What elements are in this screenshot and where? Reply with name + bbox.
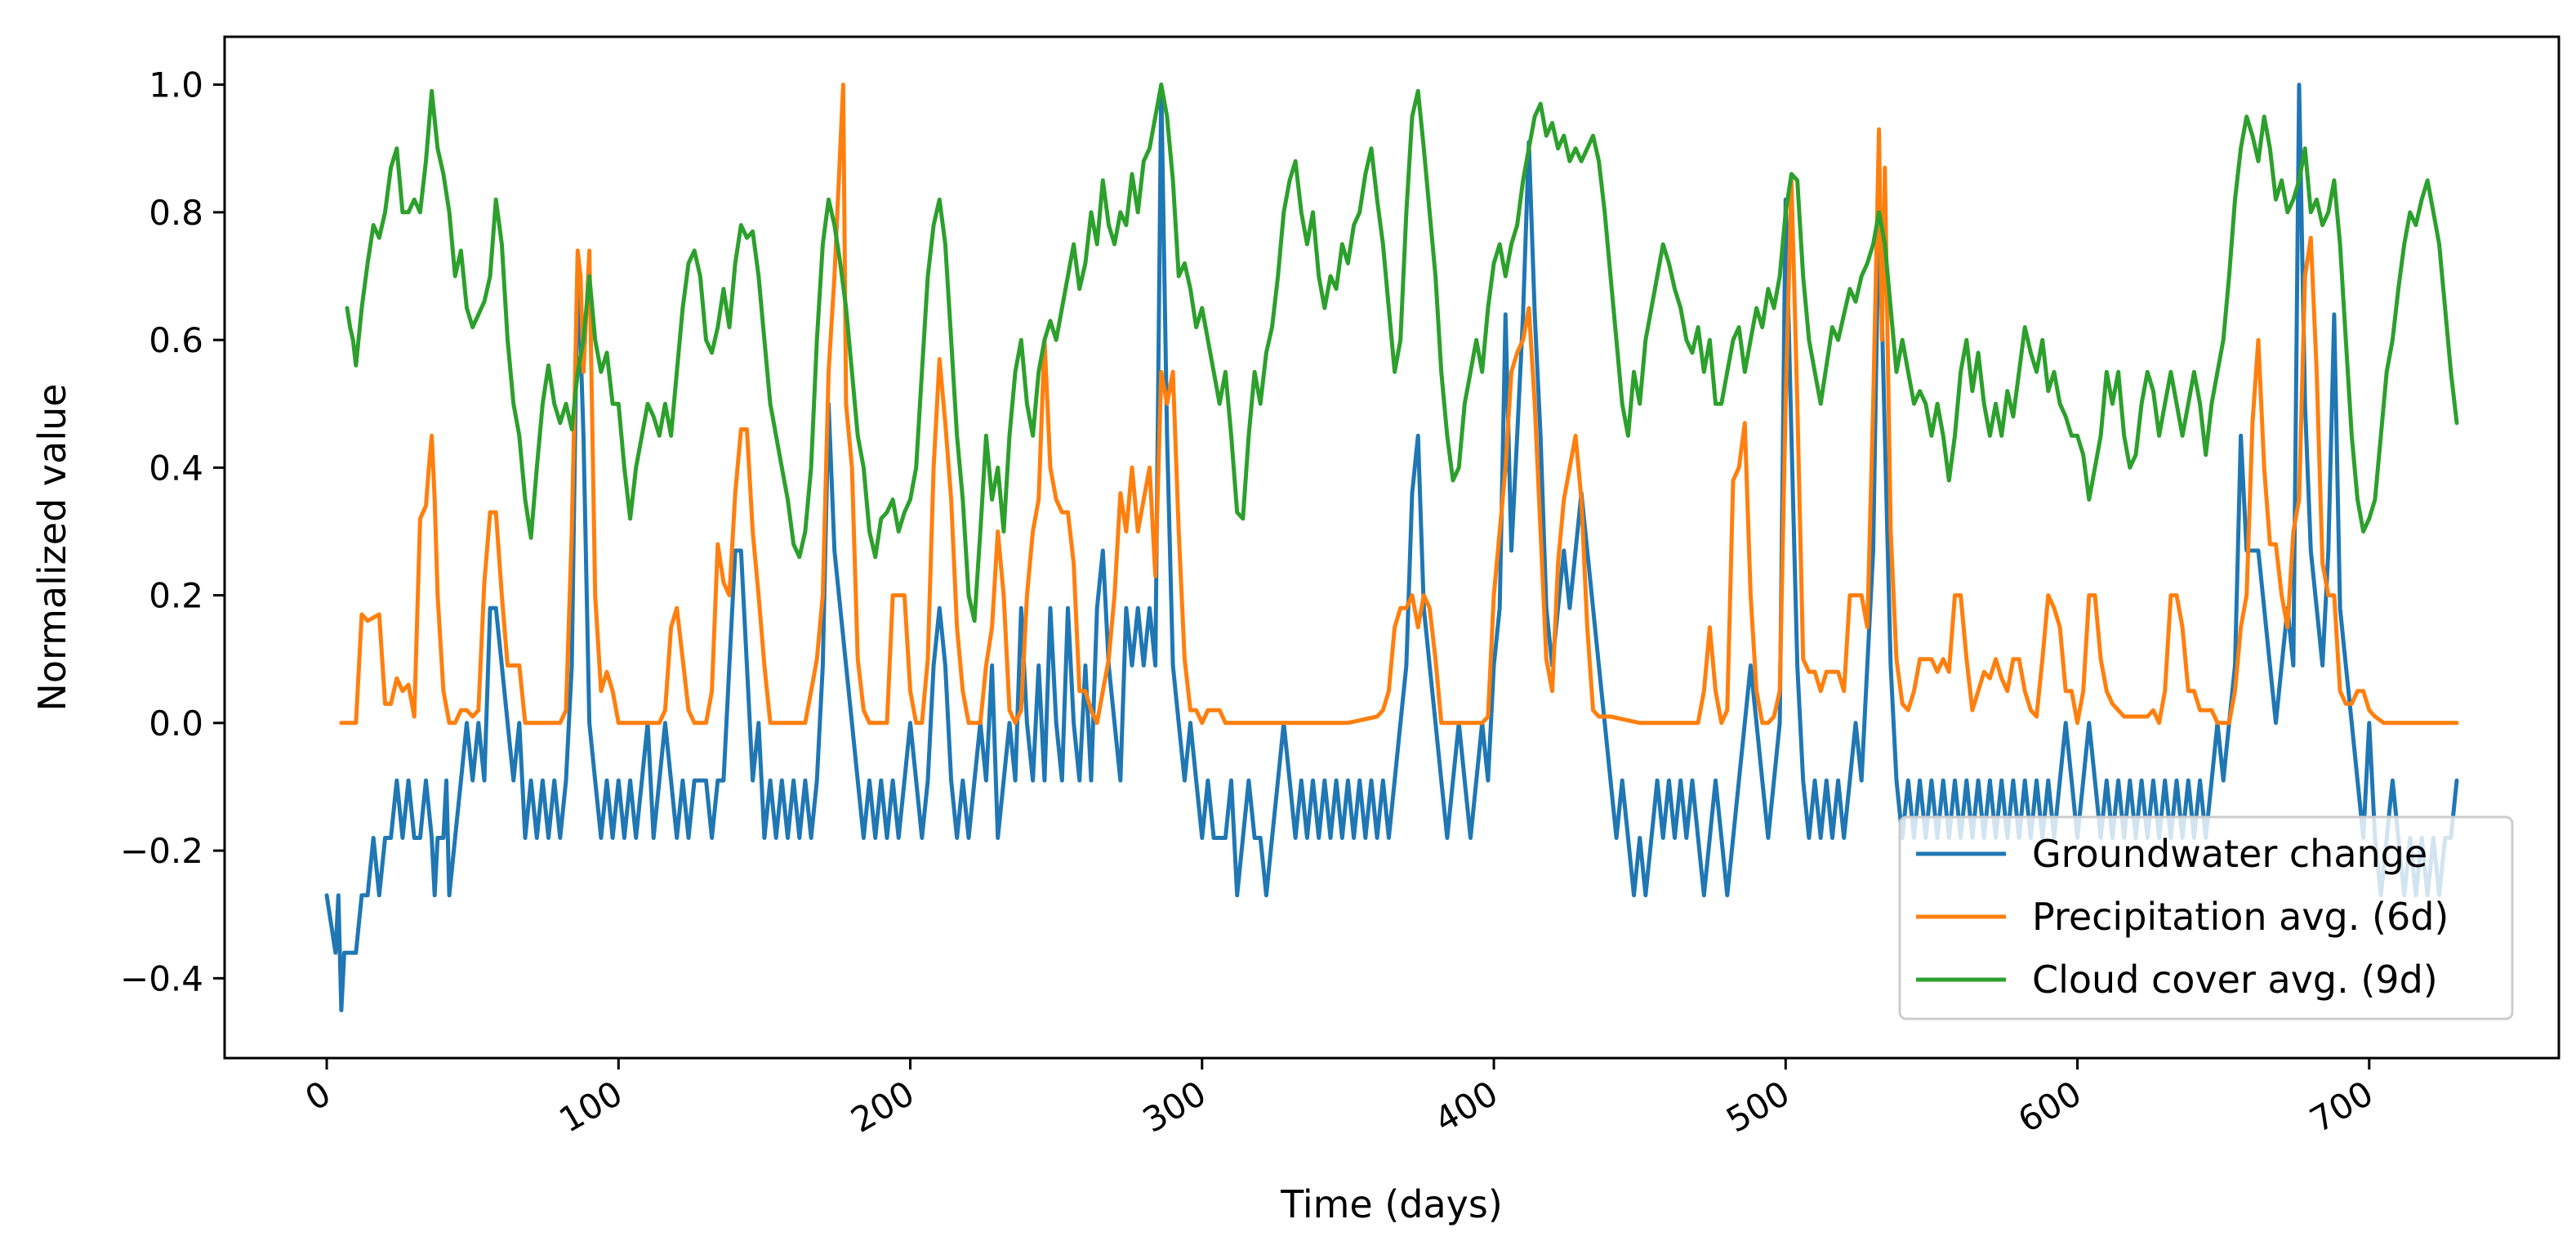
series-line-cloud-cover-avg bbox=[345, 83, 2459, 623]
y-tick-label: −0.2 bbox=[120, 831, 203, 871]
y-tick-label: 0.2 bbox=[149, 576, 203, 616]
plot-area-frame bbox=[223, 35, 2560, 1060]
legend-box bbox=[1898, 815, 2514, 1020]
legend-label-cloud-cover: Cloud cover avg. (9d) bbox=[2032, 958, 2438, 1002]
legend-label-precipitation: Precipitation avg. (6d) bbox=[2032, 895, 2449, 939]
legend: Groundwater change Precipitation avg. (6… bbox=[1898, 815, 2514, 1020]
y-tick-label: 0.6 bbox=[149, 320, 203, 360]
y-axis-label: Normalized value bbox=[30, 383, 74, 711]
x-axis-label: Time (days) bbox=[1280, 1182, 1503, 1226]
y-tick-label: 0.0 bbox=[149, 703, 203, 744]
y-tick-label: 1.0 bbox=[149, 65, 203, 105]
y-axis: −0.4 −0.2 0.0 0.2 0.4 0.6 0.8 1.0 bbox=[120, 65, 225, 998]
y-tick-label: −0.4 bbox=[120, 958, 203, 998]
y-tick-label: 0.8 bbox=[149, 193, 203, 233]
y-tick-label: 0.4 bbox=[149, 448, 203, 488]
legend-label-groundwater: Groundwater change bbox=[2032, 832, 2427, 876]
series-line-precipitation-avg bbox=[339, 83, 2459, 726]
